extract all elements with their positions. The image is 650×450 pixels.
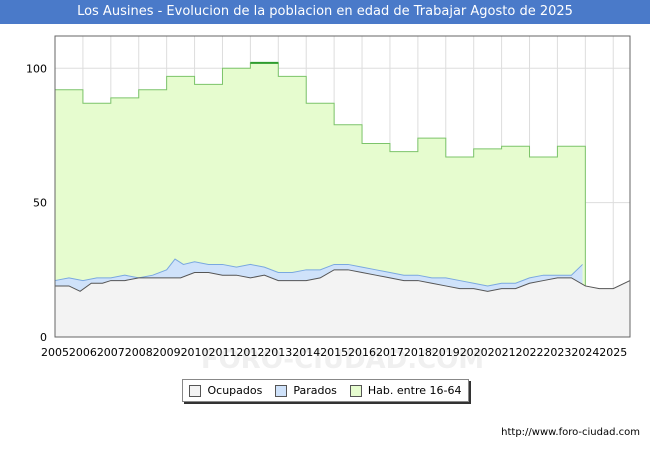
legend-label-hab: Hab. entre 16-64: [367, 384, 462, 397]
x-tick-label-2019: 2019: [432, 346, 460, 359]
y-tick-label-50: 50: [33, 197, 47, 210]
x-tick-label-2018: 2018: [404, 346, 432, 359]
legend-swatch-hab: [349, 384, 362, 397]
legend-label-ocupados: Ocupados: [207, 384, 263, 397]
series-ocupados-line: [55, 269, 631, 292]
chart-title: Los Ausines - Evolucion de la poblacion …: [0, 0, 650, 24]
x-tick-label-2008: 2008: [125, 346, 153, 359]
x-tick-label-2025: 2025: [599, 346, 627, 359]
x-tick-label-2010: 2010: [181, 346, 209, 359]
legend-item-parados: Parados: [275, 384, 337, 397]
legend-swatch-ocupados: [189, 384, 202, 397]
series-ocupados-area: [55, 269, 630, 337]
legend-item-hab: Hab. entre 16-64: [349, 384, 462, 397]
legend: Ocupados Parados Hab. entre 16-64: [182, 379, 469, 402]
x-tick-label-2005: 2005: [41, 346, 69, 359]
series-hab-line: [55, 62, 586, 337]
x-tick-label-2013: 2013: [264, 346, 292, 359]
x-tick-label-2020: 2020: [460, 346, 488, 359]
x-tick-label-2015: 2015: [320, 346, 348, 359]
x-tick-label-2021: 2021: [488, 346, 516, 359]
x-tick-label-2011: 2011: [208, 346, 236, 359]
plot-border: [54, 35, 631, 338]
x-tick-label-2014: 2014: [292, 346, 320, 359]
legend-label-parados: Parados: [293, 384, 337, 397]
x-tick-label-2017: 2017: [376, 346, 404, 359]
x-tick-label-2007: 2007: [97, 346, 125, 359]
x-tick-label-2022: 2022: [516, 346, 544, 359]
x-tick-label-2023: 2023: [543, 346, 571, 359]
series-parados-line: [54, 258, 583, 287]
x-tick-label-2009: 2009: [153, 346, 181, 359]
x-tick-label-2016: 2016: [348, 346, 376, 359]
x-tick-label-2012: 2012: [236, 346, 264, 359]
legend-swatch-parados: [275, 384, 288, 397]
y-tick-label-100: 100: [26, 62, 47, 75]
x-tick-label-2006: 2006: [69, 346, 97, 359]
y-tick-label-0: 0: [40, 331, 47, 344]
x-tick-label-2024: 2024: [571, 346, 599, 359]
source-url[interactable]: http://www.foro-ciudad.com: [501, 427, 640, 438]
legend-item-ocupados: Ocupados: [189, 384, 262, 397]
watermark: FORO-CIUDAD.COM: [201, 345, 484, 375]
